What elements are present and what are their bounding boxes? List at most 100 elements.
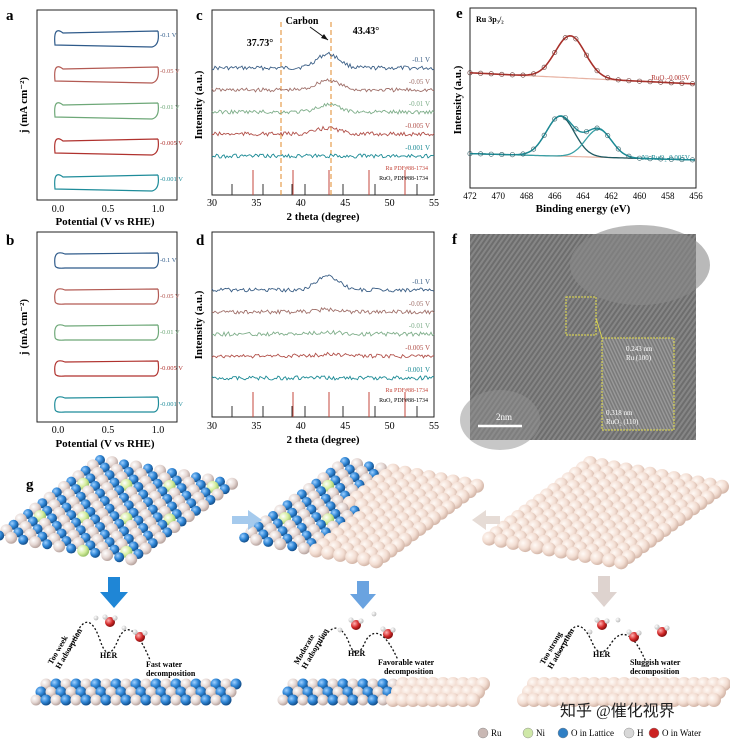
surface-atom (70, 678, 82, 690)
surface-atom (302, 686, 314, 698)
panel-c-xtick-3: 45 (340, 198, 350, 209)
panel-e-frame (469, 7, 697, 189)
legend-swatch-2 (557, 727, 569, 739)
panel-c-peak-left: 37.73° (247, 38, 274, 49)
legend-swatch-0 (477, 727, 489, 739)
slab-atom (345, 550, 360, 565)
panel-e-upper-label: RuO₂-0.005V (651, 74, 690, 82)
panel-e-xtick-1: 470 (492, 191, 506, 201)
panel-d-xtick-2: 40 (296, 421, 306, 432)
surface-atom (292, 686, 304, 698)
surface-atom (220, 678, 232, 690)
panel-a-curve-label-0: -0.1 V (160, 32, 177, 39)
surface-atom (135, 686, 147, 698)
panel-c-curve-label-2: -0.01 V (409, 100, 430, 108)
surface-atom (85, 686, 97, 698)
her-label-2: HER (348, 649, 366, 658)
surface-atom (90, 678, 102, 690)
panel-e-xtick-7: 458 (661, 191, 675, 201)
slab-atom (114, 552, 125, 563)
surface-atom (697, 693, 711, 707)
panel-c-xlabel: 2 theta (degree) (286, 211, 359, 223)
surface-atom (357, 694, 369, 706)
panel-c-carbon-arrowhead (321, 34, 328, 40)
arrow-slab3-to-slab2 (472, 510, 500, 530)
xps-upper-point (636, 78, 642, 84)
surface-atom (180, 694, 192, 706)
xps-upper-point (499, 71, 505, 77)
surface-atom (466, 693, 480, 707)
surface-atom (225, 686, 237, 698)
slab-atom (494, 533, 509, 548)
surface-atom (647, 693, 661, 707)
surface-atom (160, 694, 172, 706)
free-hydrogen (615, 617, 621, 623)
surface-atom (60, 694, 72, 706)
legend-swatch-4 (648, 727, 660, 739)
mech2-right-line2: decomposition (384, 667, 434, 676)
panel-a-curve-label-4: -0.001 V (160, 176, 183, 183)
surface-atom (35, 686, 47, 698)
surface-atom (150, 694, 162, 706)
legend-swatch-1 (522, 727, 534, 739)
surface-atom (220, 694, 232, 706)
surface-atom (277, 694, 289, 706)
water-hydrogen (626, 629, 632, 635)
xps-upper-fit (469, 34, 695, 85)
panel-d-frame (211, 231, 435, 418)
slab-atom (29, 536, 42, 549)
surface-atom (50, 694, 62, 706)
panel-b-cv-curve-1 (54, 288, 160, 305)
xps-lower-point (689, 157, 695, 163)
surface-atom (367, 694, 379, 706)
panel-f-letter: f (452, 232, 458, 248)
xps-upper-point (509, 72, 515, 78)
surface-atom (210, 678, 222, 690)
free-hydrogen (337, 627, 343, 633)
panel-c-xrd-curve-1 (211, 78, 435, 93)
surface-atom (170, 678, 182, 690)
panel-d-curve-label-3: -0.005 V (405, 344, 430, 352)
tem-selection-box (565, 296, 597, 336)
water-hydrogen (380, 626, 386, 632)
panel-d-letter: d (196, 233, 205, 249)
slab-atom (614, 555, 629, 570)
slab-atom (566, 546, 581, 561)
surface-atom (120, 678, 132, 690)
legend-label-2: O in Lattice (571, 728, 614, 738)
xps-upper-point (615, 77, 621, 83)
xps-lower-point (605, 133, 611, 139)
panel-c-curve-label-4: -0.001 V (405, 144, 430, 152)
surface-atom (45, 686, 57, 698)
slab-atom (309, 543, 324, 558)
surface-atom (377, 694, 389, 706)
xps-lower-point (658, 156, 664, 162)
surface-atom (337, 678, 349, 690)
tem-lattice2-plane: RuO₂ (110) (606, 418, 639, 426)
panel-c-ref1: Ru PDF#88-1734 (385, 166, 428, 172)
panel-g: g HER HER HER Too week H adsorption Fast (0, 455, 730, 739)
surface-atom (416, 693, 430, 707)
surface-atom (30, 694, 42, 706)
panel-a-ylabel: j (mA cm⁻²) (18, 77, 30, 134)
mech1-right-line1: Fast water (146, 660, 183, 669)
panel-c-frame (211, 9, 435, 196)
xps-upper-point (573, 36, 579, 42)
water-hydrogen (664, 625, 670, 631)
xps-lower-point (520, 151, 526, 157)
slab-atom (357, 552, 372, 567)
surface-atom (210, 694, 222, 706)
surface-atom (205, 686, 217, 698)
xps-upper-point (689, 81, 695, 87)
water-hydrogen (654, 624, 660, 630)
surface-atom (677, 693, 691, 707)
xps-lower-point (636, 155, 642, 161)
water-hydrogen (604, 618, 610, 624)
panel-d-ref1: Ru PDF#88-1734 (385, 388, 428, 394)
xps-upper-point (594, 68, 600, 74)
xps-upper-point (520, 72, 526, 78)
xps-lower-point (626, 153, 632, 159)
surface-atom (687, 693, 701, 707)
surface-atom (165, 686, 177, 698)
arrow-slab1-to-slab2 (232, 510, 262, 530)
